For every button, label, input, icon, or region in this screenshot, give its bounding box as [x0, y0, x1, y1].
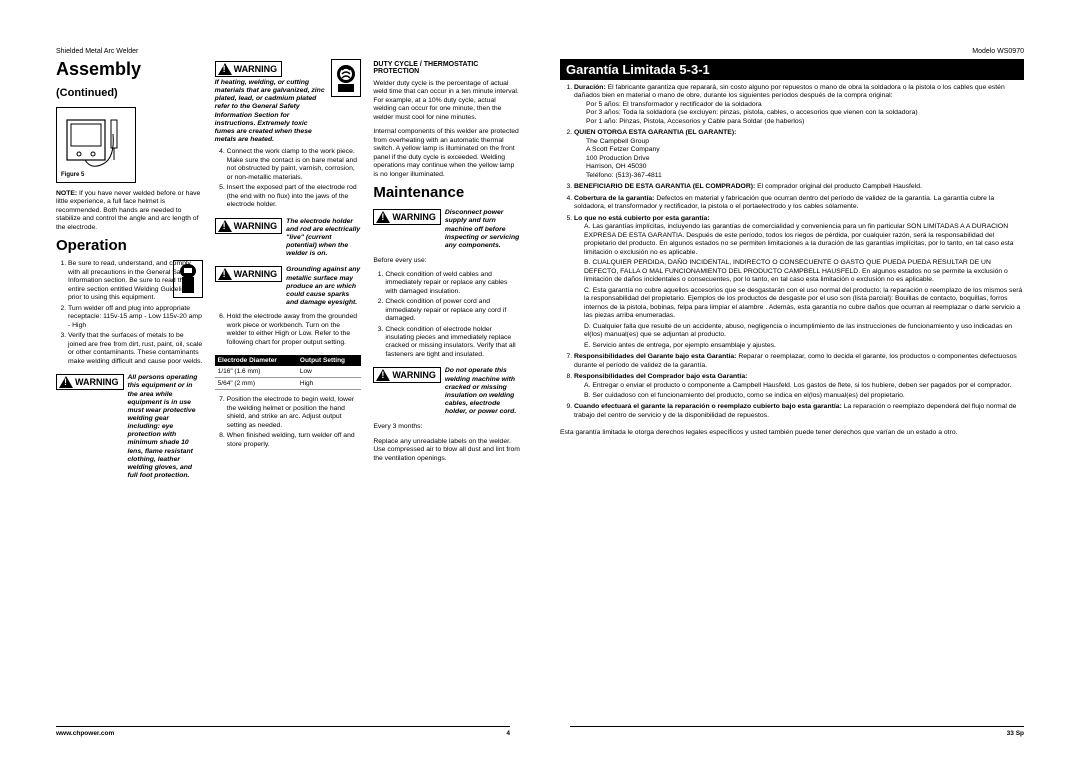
warning-grounding: WARNING Grounding against any metallic s… [215, 266, 362, 307]
maint-item: Check condition of weld cables and immed… [385, 271, 520, 296]
before-use-label: Before every use: [373, 257, 520, 265]
welder-diagram-icon [61, 112, 131, 172]
step-item: When finished welding, turn welder off a… [227, 432, 362, 449]
warranty-banner: Garantía Limitada 5-3-1 [560, 59, 1024, 80]
warning-badge: WARNING [373, 209, 441, 225]
buyer-item: B. Ser cuidadoso con el funcionamiento d… [584, 392, 1024, 400]
maint-list: Check condition of weld cables and immed… [373, 271, 520, 362]
excl-item: D. Cualquier falla que resulte de un acc… [584, 323, 1024, 340]
every-3mo-label: Every 3 months: [373, 423, 520, 431]
warning-triangle-icon [376, 211, 390, 223]
model-label: Modelo WS0970 [560, 48, 1024, 55]
footer-page-left: 4 [506, 730, 510, 737]
excl-item: E. Servicio antes de entrega, por ejempl… [584, 342, 1024, 350]
step-item: Insert the exposed part of the electrode… [227, 184, 362, 209]
warranty-list: Duración: El fabricante garantiza que re… [560, 84, 1024, 423]
th-diameter: Electrode Diameter [215, 355, 297, 366]
exclusions-list: A. Las garantías implícitas, incluyendo … [574, 223, 1024, 350]
warning-dontoperate: WARNING Do not operate this welding mach… [373, 367, 520, 416]
buyer-resp-list: A. Entregar o enviar el producto o compo… [574, 382, 1024, 401]
td: High [297, 378, 361, 390]
col2-list3: Position the electrode to begin weld, lo… [215, 396, 362, 451]
warranty-item-9: Cuando efectuará el garante la reparació… [574, 403, 1024, 420]
operation-heading: Operation [56, 237, 203, 254]
every-3mo-text: Replace any unreadable labels on the wel… [373, 438, 520, 463]
product-name: Shielded Metal Arc Welder [56, 48, 138, 55]
grantor-address: The Campbell Group A Scott Fetzer Compan… [574, 138, 1024, 180]
warranty-item-7: Responsibilidades del Garante bajo esta … [574, 353, 1024, 370]
excl-item: A. Las garantías implícitas, incluyendo … [584, 223, 1024, 257]
warranty-item-4: Cobertura de la garantía: Defectos en ma… [574, 195, 1024, 212]
warning-triangle-icon [218, 220, 232, 232]
excl-item: B. CUALQUIER PERDIDA, DAÑO INCIDENTAL, I… [584, 259, 1024, 284]
column-3: DUTY CYCLE / THERMOSTATIC PROTECTION Wel… [373, 59, 520, 482]
td: Low [297, 366, 361, 378]
op-item: Turn welder off and plug into appropriat… [68, 305, 203, 330]
op-item: Verify that the surfaces of metals to be… [68, 332, 203, 366]
figure-label: Figure 5 [61, 172, 131, 178]
note-text: NOTE: If you have never welded before or… [56, 190, 203, 232]
column-2: WARNING If heating, welding, or cutting … [215, 59, 362, 482]
figure-5: Figure 5 [56, 107, 136, 183]
footer-page-right: 33 Sp [1007, 730, 1024, 737]
electrode-table: Electrode DiameterOutput Setting 1/16" (… [215, 355, 362, 390]
td: 1/16" (1.6 mm) [215, 366, 297, 378]
warning-triangle-icon [59, 376, 73, 388]
assembly-heading: Assembly (Continued) [56, 59, 203, 101]
step-item: Hold the electrode away from the grounde… [227, 313, 362, 347]
td: 5/64" (2 mm) [215, 378, 297, 390]
closing-text: Esta garantía limitada le otorga derecho… [560, 429, 1024, 437]
duty-p1: Welder duty cycle is the percentage of a… [373, 80, 520, 122]
footer-url: www.chpower.com [56, 730, 114, 737]
duty-cycle-heading: DUTY CYCLE / THERMOSTATIC PROTECTION [373, 61, 520, 75]
warning-badge: WARNING [373, 367, 441, 383]
warranty-item-8: Responsibilidades del Comprador bajo est… [574, 373, 1024, 400]
warning-triangle-icon [218, 63, 232, 75]
fumes-icon [331, 59, 361, 97]
warranty-item-2: QUIEN OTORGA ESTA GARANTIA (EL GARANTE):… [574, 129, 1024, 180]
warning-badge: WARNING [215, 218, 283, 234]
col2-list1: Connect the work clamp to the work piece… [215, 148, 362, 211]
warning-electrode: WARNING The electrode holder and rod are… [215, 218, 362, 259]
warning-triangle-icon [376, 369, 390, 381]
warning-badge: WARNING [215, 61, 283, 77]
page-left: Shielded Metal Arc Welder Assembly (Cont… [56, 48, 520, 482]
warning-badge: WARNING [56, 374, 124, 390]
warning-disconnect: WARNING Disconnect power supply and turn… [373, 209, 520, 250]
warranty-item-3: BENEFICIARIO DE ESTA GARANTIA (EL COMPRA… [574, 183, 1024, 191]
footer-left: www.chpower.com 4 [56, 726, 510, 737]
warranty-item-5: Lo que no está cubierto por esta garantí… [574, 215, 1024, 350]
maint-item: Check condition of power cord and immedi… [385, 298, 520, 323]
duty-p2: Internal components of this welder are p… [373, 128, 520, 179]
maintenance-heading: Maintenance [373, 184, 520, 201]
duration-rows: Por 5 años: El transformador y rectifica… [574, 101, 1024, 126]
warranty-item-1: Duración: El fabricante garantiza que re… [574, 84, 1024, 126]
warning-triangle-icon [218, 268, 232, 280]
excl-item: C. Esta garantía no cubre aquellos acces… [584, 287, 1024, 321]
step-item: Connect the work clamp to the work piece… [227, 148, 362, 182]
page-right: Modelo WS0970 Garantía Limitada 5-3-1 Du… [560, 48, 1024, 482]
step-item: Position the electrode to begin weld, lo… [227, 396, 362, 430]
footer-right: 33 Sp [570, 726, 1024, 737]
maint-item: Check condition of electrode holder insu… [385, 326, 520, 360]
buyer-item: A. Entregar o enviar el producto o compo… [584, 382, 1024, 390]
th-output: Output Setting [297, 355, 361, 366]
col2-list2: Hold the electrode away from the grounde… [215, 313, 362, 349]
helmet-icon [173, 260, 203, 298]
header-left: Shielded Metal Arc Welder [56, 48, 520, 55]
warning-allpersons: WARNING All persons operating this equip… [56, 374, 203, 480]
column-1: Assembly (Continued) Figure 5 NOTE: If y… [56, 59, 203, 482]
warning-badge: WARNING [215, 266, 283, 282]
